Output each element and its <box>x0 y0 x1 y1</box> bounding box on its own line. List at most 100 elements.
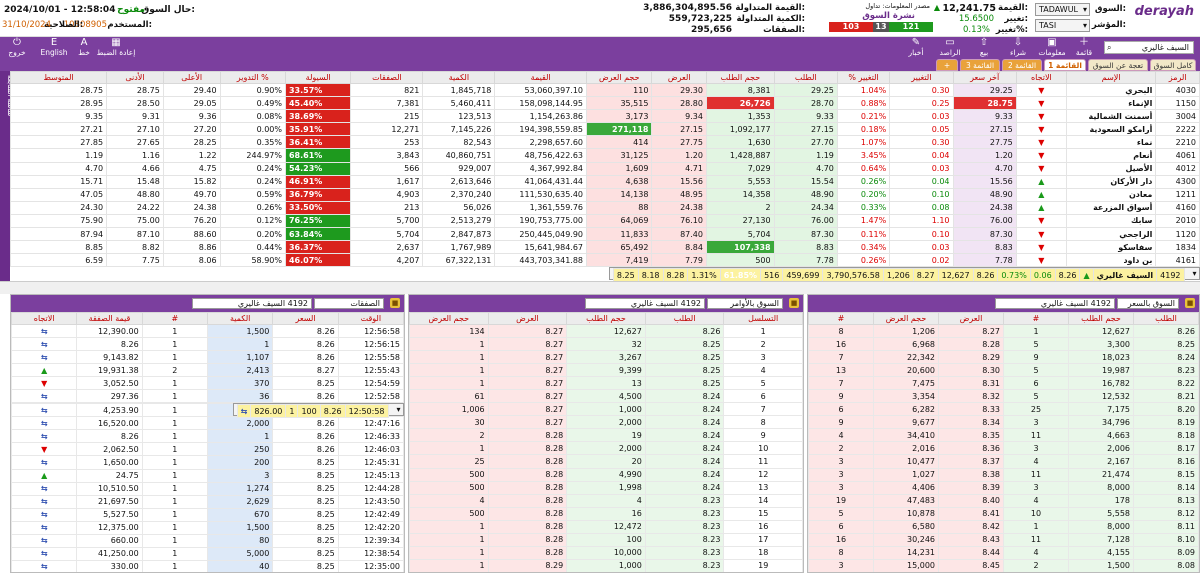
table-row[interactable]: 2222 أرامكو السعودية ▼ 27.15 0.05 0.18% 27.15 1… <box>10 122 1200 137</box>
depth-row[interactable]: 8.25 3,300 5 8.28 6,968 16 <box>808 337 1199 352</box>
order-row[interactable]: 2 8.25 32 8.27 1 <box>409 337 803 352</box>
lock-icon[interactable]: ■ <box>390 298 400 308</box>
order-row[interactable]: 4 8.25 9,399 8.27 1 <box>409 363 803 378</box>
trade-row[interactable]: 12:56:15 8.26 1 1 8.26 ⇆ <box>11 337 404 352</box>
depth-row[interactable]: 8.19 34,796 3 8.34 9,677 9 <box>808 415 1199 430</box>
table-row[interactable]: 2010 سابك ▼ 76.00 1.10 1.47% 76.00 27,130 76.10 6… <box>10 213 1200 229</box>
depth-row[interactable]: 8.09 4,155 4 8.44 14,231 8 <box>808 545 1199 560</box>
column-header[interactable]: الاتجاه <box>11 312 78 325</box>
market-select[interactable]: TADAWUL <box>1035 3 1090 16</box>
add-list-button[interactable]: ＋ قائمة <box>1068 38 1100 58</box>
table-row[interactable]: 1834 سفاسكو ▼ 8.83 0.03 0.34% 8.83 107,338 8.84 6… <box>10 240 1200 255</box>
trade-row[interactable]: 12:44:28 8.25 1,274 1 10,510.50 ⇆ <box>11 481 404 496</box>
column-header[interactable]: الكمية <box>207 312 274 325</box>
trade-row[interactable]: 12:35:00 8.25 40 1 330.00 ⇆ <box>11 559 404 572</box>
table-row[interactable]: 4300 دار الأركان ▲ 15.56 0.04 0.26% 15.54 5,553… <box>10 174 1200 189</box>
order-row[interactable]: 3 8.25 3,267 8.27 1 <box>409 350 803 365</box>
depth-row[interactable]: 8.10 7,128 11 8.43 30,246 16 <box>808 532 1199 547</box>
column-header[interactable]: المتوسط <box>10 71 108 84</box>
column-header[interactable]: الاتجاه <box>1015 71 1067 84</box>
tab-add[interactable]: + <box>936 59 958 71</box>
table-row[interactable]: 4012 الأصيل ▼ 4.70 0.03 0.64% 4.70 7,029 4.71 1,6… <box>10 161 1200 176</box>
depth-row[interactable]: 8.23 19,987 5 8.30 20,600 13 <box>808 363 1199 378</box>
trade-row[interactable]: 12:55:43 8.27 2,413 2 19,931.38 ▲ <box>11 363 404 378</box>
orders-symbol-select[interactable]: 4192 السيف غاليري <box>585 298 705 309</box>
column-header[interactable]: الطلب <box>644 312 725 325</box>
order-row[interactable]: 9 8.24 19 8.28 2 <box>409 428 803 443</box>
exit-button[interactable]: ⏻ خروج <box>2 38 32 58</box>
trade-row[interactable]: 12:42:49 8.25 670 1 5,527.50 ⇆ <box>11 507 404 522</box>
depth-row[interactable]: 8.08 1,500 2 8.45 15,000 3 <box>808 558 1199 572</box>
trade-row[interactable]: 12:45:13 8.25 3 1 24.75 ▲ <box>11 468 404 483</box>
table-row[interactable]: 1120 الراجحي ▼ 87.30 0.10 0.11% 87.30 5,704 87.4… <box>10 227 1200 242</box>
trade-row[interactable]: 12:54:59 8.25 370 1 3,052.50 ▼ <box>11 376 404 391</box>
trade-row[interactable]: 12:50:58 8.26 100 1 826.00 ⇆ <box>232 403 404 419</box>
column-header[interactable]: # <box>1003 312 1069 325</box>
tab-list-2[interactable]: القائمة 2 <box>1002 59 1042 71</box>
column-header[interactable]: العرض <box>938 312 1004 325</box>
table-row[interactable]: 4192 السيف غاليري ▲ 8.26 0.06 0.73% 8.26 12,627… <box>608 267 1200 281</box>
depth-row[interactable]: 8.21 12,532 5 8.32 3,354 9 <box>808 389 1199 404</box>
order-row[interactable]: 1 8.26 12,627 8.27 134 <box>409 323 803 339</box>
trades-symbol-select[interactable]: 4192 السيف غاليري <box>192 298 312 309</box>
sell-button[interactable]: ⇧ بيع <box>968 38 1000 58</box>
trade-row[interactable]: 12:47:16 8.26 2,000 1 16,520.00 ⇆ <box>11 416 404 431</box>
column-header[interactable]: حجم العرض <box>873 312 939 325</box>
trade-row[interactable]: 12:46:33 8.26 1 1 8.26 ⇆ <box>11 429 404 444</box>
info-button[interactable]: ▣ معلومات <box>1036 38 1068 58</box>
table-row[interactable]: 3004 أسمنت الشمالية ▼ 9.33 0.03 0.21% 9.33 1,35… <box>10 109 1200 124</box>
column-header[interactable]: % التدوير <box>219 71 286 84</box>
column-header[interactable]: # <box>141 312 209 325</box>
order-row[interactable]: 10 8.24 2,000 8.28 1 <box>409 441 803 456</box>
column-header[interactable]: حجم الطلب <box>1068 312 1134 325</box>
depth-row[interactable]: 8.14 8,000 3 8.39 4,406 3 <box>808 480 1199 495</box>
depth-row[interactable]: 8.16 2,167 4 8.37 10,477 3 <box>808 454 1199 469</box>
buy-button[interactable]: ⇩ شراء <box>1002 38 1034 58</box>
order-row[interactable]: 13 8.24 1,998 8.28 500 <box>409 480 803 495</box>
order-row[interactable]: 5 8.25 13 8.27 1 <box>409 376 803 391</box>
column-header[interactable]: التغيير <box>889 71 954 84</box>
order-row[interactable]: 8 8.24 2,000 8.27 30 <box>409 415 803 430</box>
column-header[interactable]: السعر <box>272 312 339 325</box>
table-row[interactable]: 1211 معادن ▲ 48.90 0.10 0.20% 48.90 14,358 48.95… <box>10 187 1200 202</box>
market-newsline[interactable]: نشرة السوق <box>862 11 915 21</box>
column-header[interactable]: الإسم <box>1065 71 1157 84</box>
english-button[interactable]: E English <box>36 38 72 58</box>
tab-market-sample[interactable]: تعجة عن السوق <box>1088 59 1148 71</box>
column-header[interactable]: حجم العرض <box>409 312 489 325</box>
table-row[interactable]: 4030 البحري ▼ 29.25 0.30 1.04% 29.25 8,381 29.30… <box>10 82 1200 98</box>
lock-icon[interactable]: ■ <box>789 298 799 308</box>
depth-row[interactable]: 8.22 16,782 6 8.31 7,475 7 <box>808 376 1199 391</box>
order-row[interactable]: 6 8.24 4,500 8.27 61 <box>409 389 803 404</box>
depth-row[interactable]: 8.20 7,175 25 8.33 6,282 6 <box>808 402 1199 417</box>
depth-row[interactable]: 8.26 12,627 1 8.27 1,206 8 <box>808 323 1199 339</box>
tab-full-market[interactable]: كامل السوق <box>1150 59 1196 71</box>
depth-row[interactable]: 8.13 178 4 8.40 47,483 19 <box>808 493 1199 508</box>
news-button[interactable]: ✎ أخبار <box>900 38 932 58</box>
index-select[interactable]: TASI <box>1035 19 1090 32</box>
trade-row[interactable]: 12:52:58 8.26 36 1 297.36 ⇆ <box>11 389 404 404</box>
trade-row[interactable]: 12:39:34 8.25 80 1 660.00 ⇆ <box>11 533 404 548</box>
order-row[interactable]: 11 8.24 20 8.28 25 <box>409 454 803 469</box>
monitor-button[interactable]: ▭ الراصد <box>934 38 966 58</box>
order-row[interactable]: 15 8.23 16 8.28 500 <box>409 506 803 521</box>
column-header[interactable]: حجم العرض <box>586 71 653 84</box>
order-row[interactable]: 12 8.24 4,990 8.28 500 <box>409 467 803 482</box>
tab-list-1[interactable]: القائمة 1 <box>1044 59 1086 71</box>
column-header[interactable]: الصفقات <box>350 71 424 84</box>
column-header[interactable]: العرض <box>651 71 707 84</box>
depth-row[interactable]: 8.17 2,006 3 8.36 2,016 2 <box>808 441 1199 456</box>
lock-icon[interactable]: ■ <box>1185 298 1195 308</box>
table-row[interactable]: 4161 بن داود ▼ 7.78 0.02 0.26% 7.78 500 7.79 7,41… <box>10 253 1200 268</box>
column-header[interactable]: # <box>808 312 874 325</box>
order-row[interactable]: 17 8.23 100 8.28 1 <box>409 532 803 547</box>
watch-sidebar[interactable]: شاشة المتابعة <box>0 71 14 286</box>
table-row[interactable]: 4061 أنعام ▼ 1.20 0.04 3.45% 1.19 1,428,887 1.20… <box>10 148 1200 163</box>
column-header[interactable]: العرض <box>487 312 568 325</box>
splitter[interactable] <box>0 281 1200 294</box>
column-header[interactable]: التغيير % <box>836 71 891 84</box>
order-row[interactable]: 18 8.23 10,000 8.28 1 <box>409 545 803 560</box>
depth-row[interactable]: 8.18 4,663 11 8.35 34,410 4 <box>808 428 1199 443</box>
trade-row[interactable]: 12:38:54 8.25 5,000 1 41,250.00 ⇆ <box>11 546 404 561</box>
trade-row[interactable]: 12:55:58 8.26 1,107 1 9,143.82 ⇆ <box>11 350 404 365</box>
